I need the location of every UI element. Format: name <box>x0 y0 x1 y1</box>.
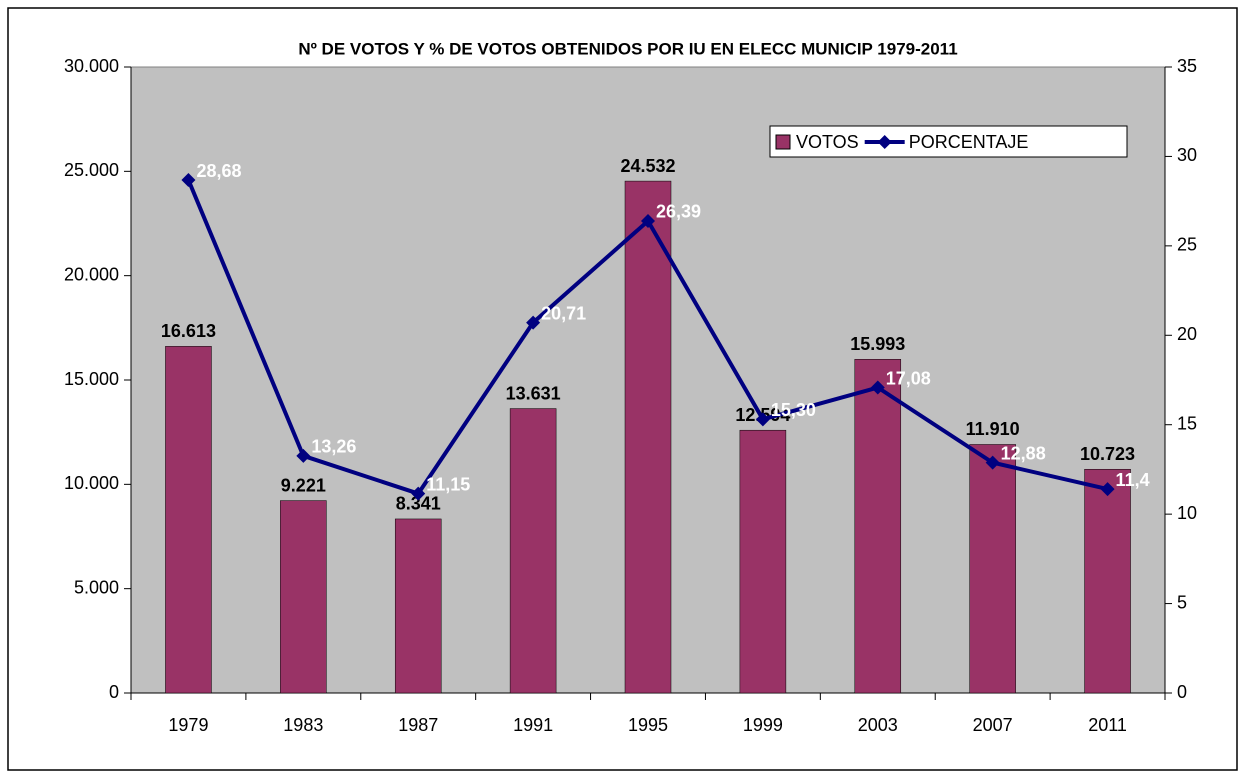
x-tick-label: 1991 <box>513 715 553 735</box>
line-marker <box>641 213 655 228</box>
line-value-label: 17,08 <box>886 368 931 388</box>
x-tick-label: 1995 <box>628 715 668 735</box>
bar-value-label: 9.221 <box>281 475 326 495</box>
bar <box>624 180 672 694</box>
y-tick-label: 10.000 <box>64 473 119 493</box>
y2-tick-label: 35 <box>1177 56 1197 76</box>
y2-tick-label: 20 <box>1177 324 1197 344</box>
legend-box <box>769 125 1128 158</box>
x-tick-label: 1999 <box>743 715 783 735</box>
x-tick-label: 1987 <box>398 715 438 735</box>
line-value-label: 20,71 <box>541 303 586 323</box>
bar <box>854 359 902 694</box>
line-value-label: 26,39 <box>656 202 701 222</box>
y2-tick-label: 15 <box>1177 413 1197 433</box>
x-tick-label: 2011 <box>1088 715 1127 735</box>
bar-value-label: 13.631 <box>506 383 561 403</box>
line-value-label: 11,4 <box>1116 470 1150 490</box>
y2-tick-label: 30 <box>1177 145 1197 165</box>
line-value-label: 15,30 <box>771 400 816 420</box>
plot-clip: 28,68 13,26 11,15 20,71 26,39 15,30 17,08 12,88… <box>196 161 1149 495</box>
y-tick-label: 25.000 <box>64 160 119 180</box>
bar <box>969 444 1016 694</box>
y2-tick-label: 10 <box>1177 503 1197 523</box>
line-marker <box>870 380 885 395</box>
line-marker <box>755 412 770 427</box>
line-marker <box>526 315 541 330</box>
line-marker <box>1100 482 1115 497</box>
bar <box>1084 468 1131 694</box>
chart-title: Nº DE VOTOS Y % DE VOTOS OBTENIDOS POR I… <box>298 39 957 58</box>
legend-label: PORCENTAJE <box>909 132 1029 152</box>
line-marker <box>411 486 426 501</box>
y2-tick-label: 5 <box>1177 592 1187 612</box>
x-tick-label: 2007 <box>973 715 1013 735</box>
bar <box>165 346 212 694</box>
bar-value-label: 10.723 <box>1080 444 1135 464</box>
line-marker <box>296 448 311 463</box>
bar-value-label: 8.341 <box>396 494 441 514</box>
y-tick-label: 20.000 <box>64 264 119 284</box>
bar-value-label: 16.613 <box>161 321 216 341</box>
line-value-label: 13,26 <box>311 437 356 457</box>
legend-label: VOTOS <box>796 132 859 152</box>
bar <box>739 429 787 694</box>
x-tick-label: 1983 <box>283 715 323 735</box>
y-tick-label: 5.000 <box>74 577 119 597</box>
y-tick-label: 30.000 <box>64 56 119 76</box>
x-tick-label: 1979 <box>168 715 208 735</box>
bar-value-label: 15.993 <box>850 334 905 354</box>
legend-marker <box>877 135 892 149</box>
y-tick-label: 15.000 <box>64 369 119 389</box>
y-tick-label: 0 <box>109 682 119 702</box>
y2-tick-label: 0 <box>1177 682 1187 702</box>
line-marker <box>181 173 196 188</box>
bar <box>280 500 327 694</box>
line-marker <box>985 455 1000 470</box>
legend-swatch <box>775 134 791 150</box>
bar <box>509 408 557 694</box>
line-value-label: 11,15 <box>426 474 470 494</box>
bar <box>394 518 442 694</box>
line-value-label: 12,88 <box>1001 443 1046 463</box>
bar-value-label: 11.910 <box>966 419 1020 439</box>
bar-value-label: 24.532 <box>620 156 675 176</box>
x-tick-label: 2003 <box>858 715 898 735</box>
y2-tick-label: 25 <box>1177 235 1197 255</box>
line-value-label: 28,68 <box>196 161 241 181</box>
